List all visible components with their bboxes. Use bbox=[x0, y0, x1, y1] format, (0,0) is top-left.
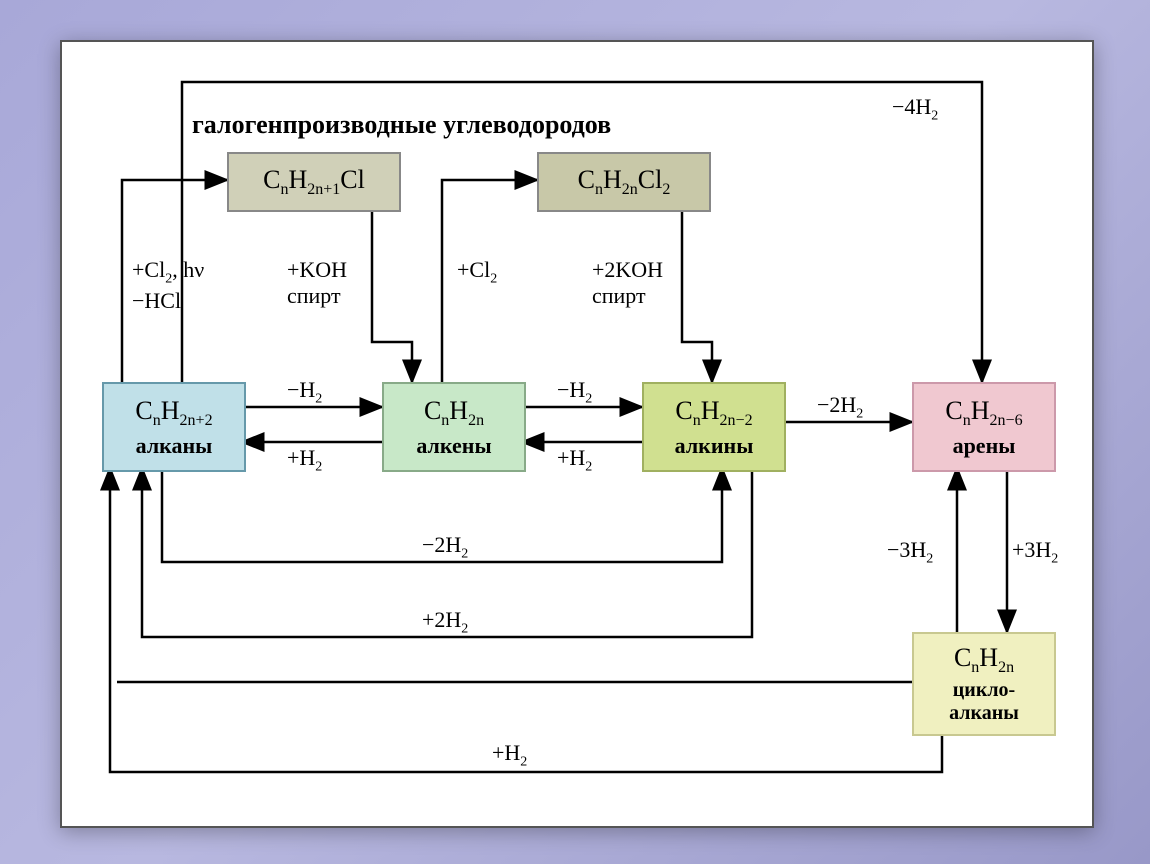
label-cl2: +Cl2 bbox=[457, 257, 497, 288]
node-cycloalkanes: CnH2n цикло-алканы bbox=[912, 632, 1056, 736]
alkynes-formula: CnH2n−2 bbox=[675, 396, 752, 431]
label-plus-h2-b: +H2 bbox=[557, 445, 592, 476]
label-plus-h2-a: +H2 bbox=[287, 445, 322, 476]
alkynes-label: алкины bbox=[675, 433, 754, 458]
label-minus-2h2-c: −2H2 bbox=[817, 392, 863, 423]
diagram-title: галогенпроизводные углеводородов bbox=[192, 110, 611, 140]
label-koh2: +2KOHспирт bbox=[592, 257, 663, 310]
halide2-formula: CnH2nCl2 bbox=[578, 165, 671, 200]
label-minus-h2-b: −H2 bbox=[557, 377, 592, 408]
label-minus-h2-a: −H2 bbox=[287, 377, 322, 408]
halide1-formula: CnH2n+1Cl bbox=[263, 165, 365, 200]
diagram-frame: галогенпроизводные углеводородов bbox=[60, 40, 1094, 828]
label-plus-3h2: +3H2 bbox=[1012, 537, 1058, 568]
arenes-formula: CnH2n−6 bbox=[945, 396, 1022, 431]
node-alkenes: CnH2n алкены bbox=[382, 382, 526, 472]
node-halide1: CnH2n+1Cl bbox=[227, 152, 401, 212]
node-halide2: CnH2nCl2 bbox=[537, 152, 711, 212]
node-arenes: CnH2n−6 арены bbox=[912, 382, 1056, 472]
label-minus-2h2-bottom: −2H2 bbox=[422, 532, 468, 563]
alkanes-formula: CnH2n+2 bbox=[135, 396, 212, 431]
alkenes-label: алкены bbox=[416, 433, 491, 458]
cycloalkanes-label: цикло-алканы bbox=[949, 679, 1019, 725]
alkenes-formula: CnH2n bbox=[424, 396, 484, 431]
arenes-label: арены bbox=[953, 433, 1016, 458]
alkanes-label: алканы bbox=[136, 433, 213, 458]
label-cl2-hv-hcl: +Cl2, hν−HCl bbox=[132, 257, 204, 315]
node-alkynes: CnH2n−2 алкины bbox=[642, 382, 786, 472]
label-plus-2h2-bottom: +2H2 bbox=[422, 607, 468, 638]
cycloalkanes-formula: CnH2n bbox=[954, 643, 1014, 678]
label-koh1: +KOHспирт bbox=[287, 257, 347, 310]
label-minus4h2: −4H2 bbox=[892, 94, 938, 125]
node-alkanes: CnH2n+2 алканы bbox=[102, 382, 246, 472]
label-plus-h2-bottom: +H2 bbox=[492, 740, 527, 771]
label-minus-3h2: −3H2 bbox=[887, 537, 933, 568]
